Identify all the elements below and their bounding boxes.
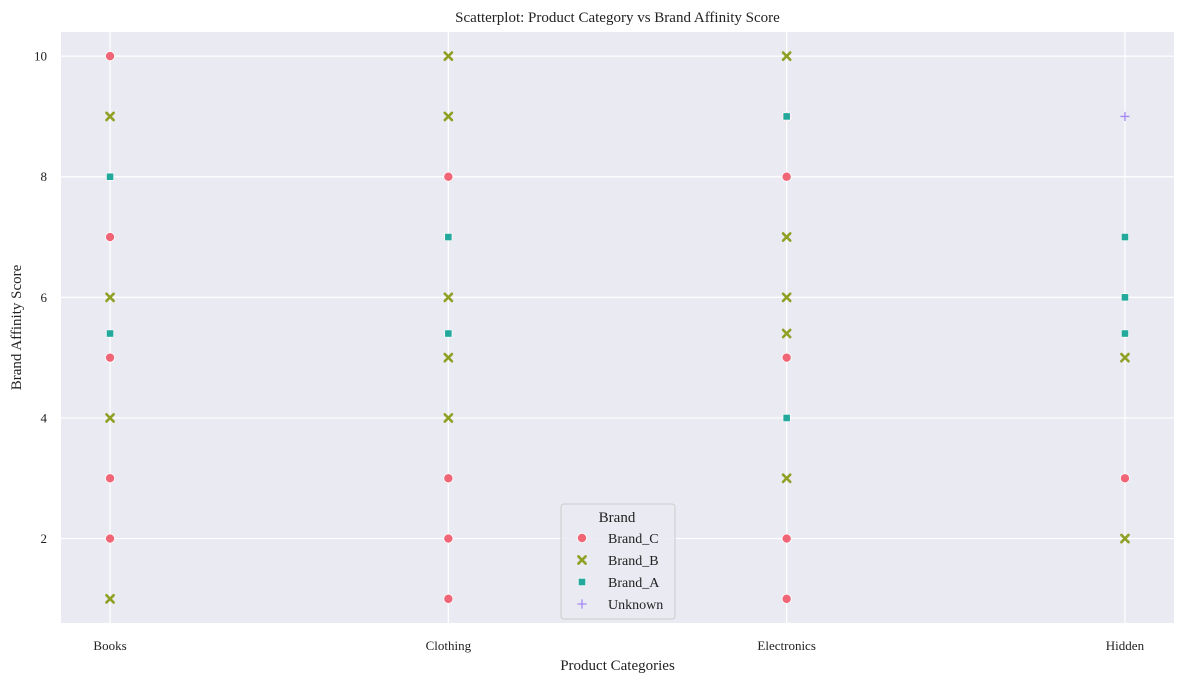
chart-title: Scatterplot: Product Category vs Brand A… <box>455 10 780 26</box>
y-tick-label: 6 <box>41 290 48 305</box>
data-point <box>105 232 116 243</box>
y-tick-label: 4 <box>41 410 48 425</box>
data-point <box>444 329 453 338</box>
data-point <box>105 111 115 122</box>
y-tick-label: 8 <box>41 169 48 184</box>
series-unknown <box>1120 111 1130 122</box>
legend-marker <box>577 599 587 609</box>
legend-label: Brand_A <box>608 576 660 591</box>
data-point <box>105 51 116 62</box>
x-tick-label: Books <box>93 638 126 653</box>
data-point <box>106 172 114 181</box>
data-point <box>105 593 115 604</box>
data-point <box>105 473 116 484</box>
data-point <box>443 111 454 122</box>
data-point <box>781 352 792 363</box>
data-point <box>105 533 116 544</box>
data-point <box>105 292 115 303</box>
legend-entry: Brand_B <box>577 554 659 569</box>
data-point <box>781 51 792 62</box>
data-point <box>1121 233 1129 241</box>
data-point <box>106 329 114 338</box>
data-point <box>781 328 792 339</box>
legend: Brand Brand_C Brand_B Brand_A Unknown <box>560 503 676 620</box>
data-point <box>782 414 791 422</box>
data-point <box>781 292 792 303</box>
x-tick-label: Electronics <box>757 638 815 653</box>
y-axis: 2 4 6 8 10 <box>34 49 48 546</box>
y-axis-label: Brand Affinity Score <box>9 264 25 390</box>
legend-box <box>560 503 676 620</box>
data-point <box>105 352 116 363</box>
x-tick-label: Hidden <box>1106 638 1145 653</box>
x-axis-label: Product Categories <box>560 658 675 674</box>
grid-lines <box>61 32 1174 623</box>
data-point <box>782 112 791 121</box>
y-tick-label: 10 <box>34 49 47 64</box>
data-point <box>1119 473 1130 484</box>
legend-label: Brand_B <box>608 554 659 569</box>
legend-label: Unknown <box>608 598 663 613</box>
data-point <box>443 473 454 484</box>
data-point <box>1120 111 1130 122</box>
data-point <box>443 593 454 604</box>
data-point <box>443 533 454 544</box>
legend-entry: Unknown <box>577 598 663 613</box>
x-tick-label: Clothing <box>426 638 472 653</box>
data-point <box>1121 293 1129 302</box>
legend-marker <box>577 555 587 565</box>
data-point <box>443 171 454 182</box>
data-point <box>1121 329 1129 338</box>
data-point <box>105 413 115 423</box>
data-point <box>443 352 454 363</box>
data-point <box>781 232 792 242</box>
legend-marker <box>577 533 588 544</box>
data-point <box>443 413 454 423</box>
legend-label: Brand_C <box>608 532 659 547</box>
data-point <box>444 233 453 241</box>
series-brand-b <box>105 51 1130 604</box>
data-point <box>443 292 454 303</box>
data-point <box>443 51 454 62</box>
series-brand-a <box>106 112 1129 422</box>
legend-entry: Brand_C <box>577 532 659 547</box>
y-tick-label: 2 <box>41 531 48 546</box>
data-point <box>781 171 792 182</box>
series-brand-c <box>105 51 1130 604</box>
data-point <box>781 533 792 544</box>
data-point <box>781 473 792 484</box>
data-point <box>1120 533 1130 544</box>
legend-entry: Brand_A <box>578 576 660 591</box>
data-points <box>105 51 1130 604</box>
legend-marker <box>578 578 586 586</box>
data-point <box>1120 352 1130 363</box>
x-axis: Books Clothing Electronics Hidden <box>93 638 1144 653</box>
legend-title: Brand <box>599 510 636 526</box>
data-point <box>781 593 792 604</box>
